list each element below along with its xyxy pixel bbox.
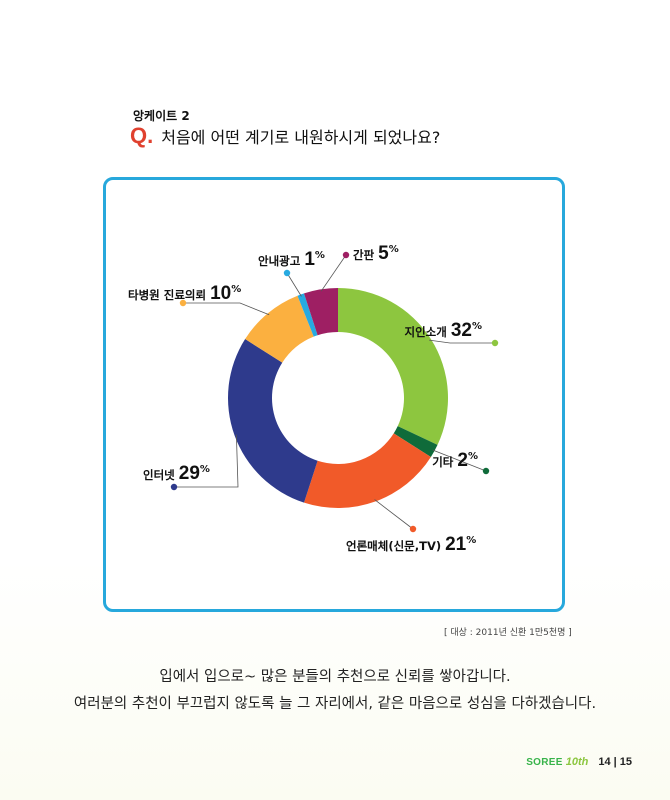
anniversary-mark: 10th	[565, 756, 589, 768]
survey-note: [ 대상 : 2011년 신환 1만5천명 ]	[444, 628, 572, 638]
question: Q. 처음에 어떤 계기로 내원하시게 되었나요?	[130, 123, 440, 149]
data-label-기타: 기타 2%	[432, 450, 478, 471]
slice-간판	[304, 288, 338, 336]
data-label-인터넷: 인터넷 29%	[143, 463, 210, 484]
brand-logo: SOREE	[526, 756, 563, 768]
data-label-안내광고: 안내광고 1%	[258, 249, 325, 270]
closing-line-1: 입에서 입으로~ 많은 분들의 추천으로 신뢰를 쌓아갑니다.	[159, 669, 511, 685]
label-dot-인터넷	[170, 483, 178, 491]
data-label-지인소개: 지인소개 32%	[405, 320, 483, 341]
slice-지인소개	[338, 288, 448, 445]
label-dot-타병원-진료의뢰	[179, 299, 187, 307]
chart-frame	[103, 177, 565, 612]
leader-line-타병원-진료의뢰	[183, 302, 270, 316]
label-dot-간판	[342, 251, 350, 259]
question-text: 처음에 어떤 계기로 내원하시게 되었나요?	[161, 128, 441, 147]
label-dot-기타	[482, 467, 490, 475]
page-numbers: 14 | 15	[598, 756, 632, 768]
slice-타병원-진료의뢰	[245, 295, 314, 363]
leader-line-언론매체-신문-TV-	[374, 499, 414, 530]
slice-인터넷	[227, 339, 318, 503]
label-dot-지인소개	[491, 339, 499, 347]
data-label-타병원-진료의뢰: 타병원 진료의뢰 10%	[128, 283, 241, 304]
closing-line-2: 여러분의 추천이 부끄럽지 않도록 늘 그 자리에서, 같은 마음으로 성심을 …	[73, 696, 597, 712]
label-dot-안내광고	[283, 269, 291, 277]
slice-안내광고	[297, 293, 318, 337]
leader-line-지인소개	[429, 339, 495, 344]
leader-line-안내광고	[286, 272, 302, 297]
label-dot-언론매체-신문-TV-	[409, 525, 417, 533]
slice-기타	[393, 426, 438, 457]
question-mark: Q.	[130, 123, 154, 148]
survey-label: 앙케이트 2	[133, 109, 190, 123]
leader-line-기타	[432, 449, 487, 472]
data-label-언론매체-신문-TV-: 언론매체(신문,TV) 21%	[346, 534, 476, 555]
leader-line-인터넷	[174, 434, 239, 488]
page-footer: SOREE 10th 14 | 15	[526, 756, 632, 768]
data-label-간판: 간판 5%	[353, 243, 399, 264]
leader-line-간판	[320, 254, 347, 292]
slice-언론매체-신문-TV-	[304, 433, 431, 508]
